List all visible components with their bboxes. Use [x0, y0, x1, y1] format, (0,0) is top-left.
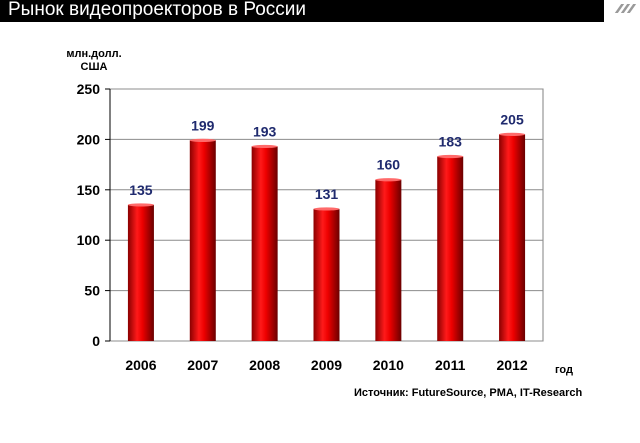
source-note: Источник: FutureSource, PMA, IT-Research	[354, 387, 583, 399]
y-tick-label: 0	[92, 333, 100, 349]
bar-value-label: 131	[315, 186, 339, 202]
bar	[127, 204, 154, 341]
bar	[499, 134, 526, 341]
bar-cap	[313, 207, 340, 211]
bar-cap	[251, 144, 278, 149]
bar-cap	[189, 138, 216, 143]
bar	[251, 146, 278, 341]
bar	[313, 208, 340, 341]
x-tick-label: 2011	[435, 357, 466, 373]
title-bar: Рынок видеопроекторов в России	[0, 0, 604, 22]
x-tick-label: 2010	[373, 357, 404, 373]
y-tick-label: 100	[77, 232, 101, 248]
x-axis-label: год	[555, 364, 573, 376]
bar-value-label: 199	[191, 117, 215, 133]
y-tick-label: 200	[77, 131, 101, 147]
bar-value-label: 135	[129, 182, 153, 198]
bar-cap	[375, 178, 402, 182]
bar-value-label: 205	[500, 111, 524, 127]
y-tick-label: 50	[84, 283, 100, 299]
bar-cap	[499, 132, 526, 136]
bar-value-label: 160	[377, 157, 401, 173]
x-tick-label: 2008	[249, 357, 280, 373]
x-tick-label: 2007	[187, 357, 218, 373]
x-tick-label: 2006	[125, 357, 156, 373]
bar	[375, 179, 402, 341]
corner-logo-icon	[606, 0, 640, 16]
x-tick-label: 2012	[496, 357, 527, 373]
bar-cap	[437, 154, 464, 159]
bar	[189, 140, 216, 341]
x-tick-label: 2009	[311, 357, 342, 373]
bar-value-label: 193	[253, 123, 277, 139]
y-tick-label: 250	[77, 81, 101, 97]
page-title: Рынок видеопроекторов в России	[8, 0, 306, 20]
bar-value-label: 183	[439, 134, 463, 150]
bar	[437, 156, 464, 341]
y-axis-label: млн.долл. США	[66, 48, 122, 73]
bar-cap	[127, 203, 154, 207]
y-tick-label: 150	[77, 182, 101, 198]
